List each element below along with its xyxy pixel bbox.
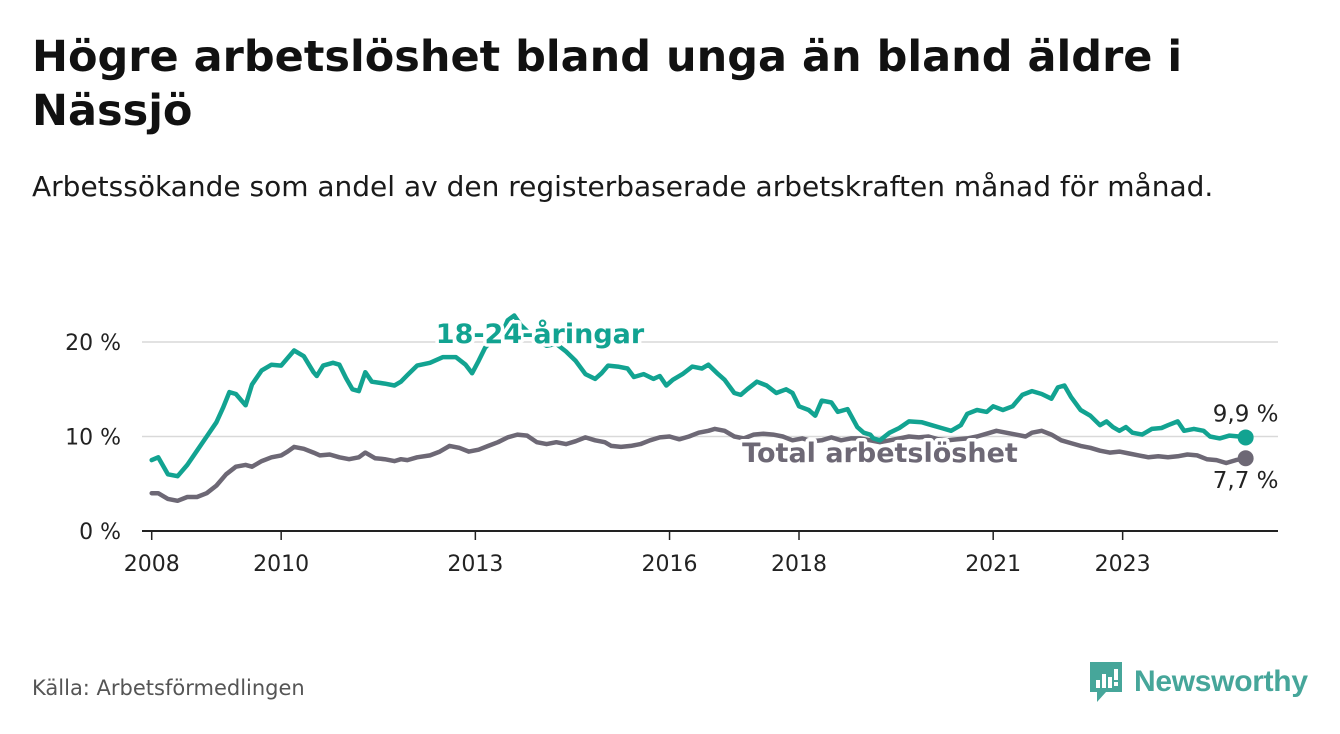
series-label-18-24: 18-24-åringar (436, 318, 645, 350)
y-tick-label: 20 % (65, 331, 121, 356)
grid-layer (142, 341, 1278, 438)
brand-name: Newsworthy (1134, 665, 1308, 698)
x-tick-label: 2010 (253, 552, 309, 577)
x-tick-label: 2021 (965, 552, 1021, 577)
y-tick-label: 0 % (79, 520, 121, 545)
series-line-18-24 (149, 313, 1248, 479)
end-value-18-24: 9,9 % (1213, 401, 1279, 427)
source-note: Källa: Arbetsförmedlingen (32, 676, 305, 700)
axis-layer: 0 % 10 % 20 % 2008 2010 2013 2016 2018 2021 2023 (65, 331, 1278, 577)
series-label-total: Total arbetslöshet (742, 438, 1018, 469)
x-tick-label: 2023 (1095, 552, 1151, 577)
x-tick-label: 2013 (447, 552, 503, 577)
end-marker-18-24 (1237, 429, 1254, 446)
x-tick-label: 2018 (771, 552, 827, 577)
series-line-total (149, 426, 1248, 504)
series-label-total-halo: Total arbetslöshet (742, 438, 1018, 469)
end-marker-total (1237, 450, 1254, 467)
x-tick-label: 2008 (124, 552, 180, 577)
brand-logo[interactable]: Newsworthy (1088, 660, 1308, 704)
end-value-total: 7,7 % (1213, 468, 1279, 494)
newsworthy-logo-icon (1090, 662, 1122, 702)
y-tick-label: 10 % (65, 426, 121, 451)
x-tick-label: 2016 (642, 552, 698, 577)
series-label-18-24-halo: 18-24-åringar (436, 318, 645, 350)
chart-subtitle: Arbetssökande som andel av den registerb… (32, 170, 1214, 203)
chart-title: Högre arbetslöshet bland unga än bland ä… (32, 32, 1183, 136)
series-layer (149, 313, 1248, 504)
